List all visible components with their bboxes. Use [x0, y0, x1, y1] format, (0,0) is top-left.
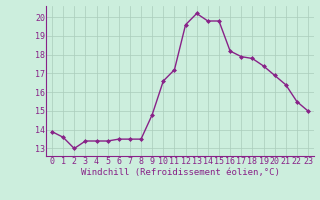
X-axis label: Windchill (Refroidissement éolien,°C): Windchill (Refroidissement éolien,°C) — [81, 168, 279, 177]
